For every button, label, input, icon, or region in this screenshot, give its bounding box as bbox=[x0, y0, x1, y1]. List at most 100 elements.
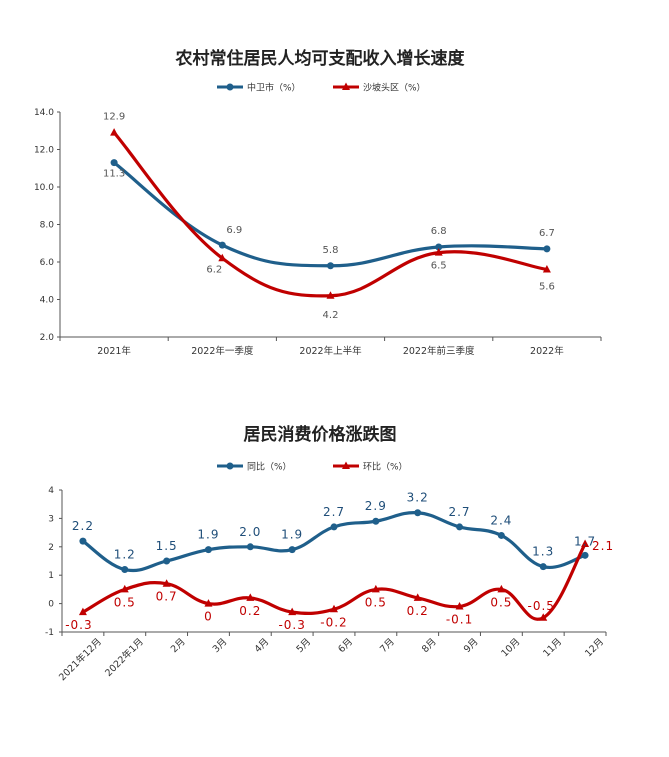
chart2-x-tick-label: 2月 bbox=[169, 636, 188, 655]
chart2-series0-point-2 bbox=[163, 557, 171, 565]
chart2-data-label: 2.7 bbox=[448, 505, 470, 519]
chart2-x-tick-label: 2022年1月 bbox=[103, 636, 146, 679]
chart1-y-tick-label: 12.0 bbox=[34, 146, 54, 156]
chart1-data-label: 6.9 bbox=[226, 225, 242, 236]
chart1-series0-point-4 bbox=[543, 245, 551, 253]
chart2-series1-point-5 bbox=[288, 607, 297, 616]
chart1-series1-point-2 bbox=[326, 291, 335, 299]
chart2-series0-point-4 bbox=[246, 543, 254, 551]
chart2-series1-point-1 bbox=[120, 584, 129, 593]
chart2-data-label: -0.3 bbox=[278, 618, 305, 632]
chart2-x-tick-label: 11月 bbox=[541, 636, 564, 659]
chart2-series1-point-4 bbox=[246, 593, 255, 601]
chart2-y-tick-label: 0 bbox=[48, 600, 54, 610]
c1-legend-marker-1 bbox=[342, 82, 350, 90]
chart1-y-tick-label: 2.0 bbox=[40, 333, 55, 343]
chart2-series0-point-11 bbox=[539, 563, 547, 571]
chart2-data-label: 1.5 bbox=[156, 539, 178, 553]
chart1-series-line-1 bbox=[112, 131, 548, 298]
chart2-data-label: 1.3 bbox=[532, 545, 554, 559]
chart2-x-tick-label: 12月 bbox=[583, 636, 606, 659]
chart2-series0-point-5 bbox=[288, 546, 296, 554]
c1-legend-label-1: 沙坡头区（%） bbox=[363, 82, 426, 94]
chart1-data-label: 12.9 bbox=[103, 112, 125, 123]
chart2-data-label: -0.1 bbox=[446, 612, 473, 626]
c1-legend-marker-0 bbox=[226, 83, 234, 91]
chart1-data-label: 6.5 bbox=[431, 261, 447, 272]
c2-legend-marker-1 bbox=[342, 461, 350, 469]
chart2-y-tick-label: 1 bbox=[48, 571, 54, 581]
chart2-y-tick-label: 3 bbox=[48, 514, 54, 524]
chart2-series0-point-1 bbox=[121, 566, 129, 574]
chart2-series1-point-3 bbox=[204, 599, 213, 607]
chart2-series0-point-9 bbox=[456, 523, 464, 531]
chart1-data-label: 6.8 bbox=[431, 226, 447, 237]
chart1-data-label: 5.6 bbox=[539, 282, 555, 293]
chart2-data-label: 2.9 bbox=[365, 499, 387, 513]
chart2-y-tick-label: 4 bbox=[48, 486, 54, 496]
chart2-series1-point-8 bbox=[413, 593, 422, 601]
chart1-x-tick-label: 2022年上半年 bbox=[299, 345, 362, 357]
chart1-y-tick-label: 4.0 bbox=[40, 296, 55, 306]
c2-legend-marker-0 bbox=[226, 462, 234, 470]
chart2-x-tick-label: 8月 bbox=[420, 636, 439, 655]
chart2-data-label: 0 bbox=[204, 610, 213, 624]
cpi-chart: 居民消费价格涨跌图 同比（%） 环比（%） -1 0 1 2 3 4 2021年12月 2022… bbox=[45, 424, 614, 683]
chart2-data-label: 2.2 bbox=[72, 519, 94, 533]
chart2-data-label: 0.7 bbox=[156, 590, 178, 604]
chart2-data-label: -0.3 bbox=[65, 618, 92, 632]
chart2-data-label: 1.2 bbox=[114, 548, 136, 562]
chart2-title: 居民消费价格涨跌图 bbox=[244, 424, 397, 445]
chart2-data-label: 2.7 bbox=[323, 505, 345, 519]
chart2-series0-point-3 bbox=[204, 546, 212, 554]
chart1-series1-point-4 bbox=[542, 265, 551, 273]
chart1-y-tick-label: 8.0 bbox=[40, 221, 55, 231]
chart2-data-labels: 2.2 1.2 1.5 1.9 2.0 1.9 2.7 2.9 3.2 2.7 2.4 1.3 1.7 -… bbox=[65, 491, 614, 632]
chart1-legend: 中卫市（%） 沙坡头区（%） bbox=[217, 82, 426, 94]
chart2-x-tick-label: 9月 bbox=[462, 636, 481, 655]
chart2-series bbox=[78, 509, 590, 621]
chart1-y-tick-label: 6.0 bbox=[40, 258, 55, 268]
chart2-series0-point-8 bbox=[414, 509, 422, 517]
chart2-data-label: 1.7 bbox=[574, 534, 596, 548]
chart2-data-label: 0.5 bbox=[490, 595, 512, 609]
chart2-series0-point-12 bbox=[581, 551, 589, 559]
chart1-series0-point-3 bbox=[435, 243, 443, 251]
chart2-data-label: 2.0 bbox=[239, 525, 261, 539]
chart2-series1-point-7 bbox=[371, 584, 380, 593]
chart1-series0-point-0 bbox=[110, 159, 118, 167]
chart2-data-label: 0.5 bbox=[114, 595, 136, 609]
chart2-series0-point-10 bbox=[497, 531, 505, 539]
chart1-series1-point-1 bbox=[218, 253, 227, 262]
c2-legend-label-0: 同比（%） bbox=[247, 461, 292, 473]
chart1-data-label: 4.2 bbox=[323, 310, 339, 321]
chart2-x-tick-label: 7月 bbox=[378, 636, 397, 655]
chart2-y-tick-label: 2 bbox=[48, 543, 54, 553]
chart1-series0-point-2 bbox=[327, 262, 334, 270]
chart1-x-tick-label: 2022年一季度 bbox=[191, 345, 254, 357]
chart1-y-tick-label: 14.0 bbox=[34, 108, 54, 118]
income-growth-chart: 农村常住居民人均可支配收入增长速度 中卫市（%） 沙坡头区（%） 2.0 4.0 6.… bbox=[34, 48, 602, 357]
c2-legend-label-1: 环比（%） bbox=[363, 461, 408, 473]
chart2-series1-point-9 bbox=[455, 601, 464, 610]
chart2-data-label: 2.1 bbox=[592, 539, 614, 553]
chart2-data-label: -0.2 bbox=[320, 615, 347, 629]
chart2-data-label: 0.2 bbox=[239, 604, 261, 618]
chart1-axes: 2.0 4.0 6.0 8.0 10.0 12.0 14.0 2021年 2022年一季度 202… bbox=[34, 108, 602, 357]
chart1-data-label: 6.2 bbox=[206, 264, 222, 275]
chart2-series1-point-12 bbox=[581, 539, 590, 547]
chart2-data-label: 3.2 bbox=[407, 491, 429, 505]
chart1-series1-point-3 bbox=[434, 248, 443, 256]
chart2-y-tick-label: -1 bbox=[45, 628, 54, 638]
chart2-x-tick-label: 5月 bbox=[294, 636, 313, 655]
chart2-x-tick-label: 3月 bbox=[211, 636, 230, 655]
c1-legend-label-0: 中卫市（%） bbox=[247, 82, 301, 94]
chart2-series1-point-11 bbox=[539, 613, 548, 621]
chart1-series bbox=[110, 128, 551, 299]
chart1-data-labels: 11.3 6.9 5.8 6.8 6.7 12.9 6.2 4.2 6.5 5.6 bbox=[103, 112, 555, 321]
chart1-title: 农村常住居民人均可支配收入增长速度 bbox=[175, 48, 466, 69]
chart2-series1-point-6 bbox=[330, 604, 338, 613]
chart2-x-tick-label: 4月 bbox=[253, 636, 272, 655]
chart1-x-tick-label: 2021年 bbox=[97, 345, 131, 357]
